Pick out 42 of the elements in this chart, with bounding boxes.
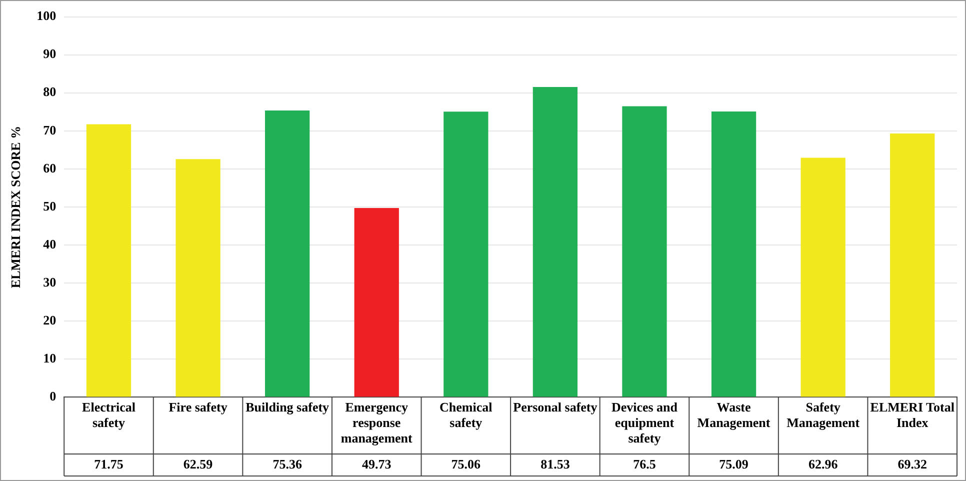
y-tick-label: 10 <box>43 350 56 366</box>
data-label: 75.06 <box>451 456 482 472</box>
data-label: 76.5 <box>633 456 656 472</box>
x-tick-label: Fire safety <box>168 399 228 414</box>
bar <box>711 112 756 397</box>
x-tick-label: ELMERI Total Index <box>870 399 955 430</box>
x-tick-label: Chemical safety <box>440 399 493 430</box>
data-label: 49.73 <box>362 456 392 472</box>
bar <box>86 124 132 397</box>
y-axis-title: ELMERI INDEX SCORE % <box>8 126 24 288</box>
data-label: 81.53 <box>540 456 570 472</box>
bar <box>265 110 310 397</box>
y-tick-label: 50 <box>43 198 56 214</box>
x-tick-label: Electrical safety <box>82 399 136 430</box>
y-tick-label: 100 <box>36 8 56 24</box>
bar <box>176 159 220 397</box>
y-tick-label: 60 <box>43 160 56 176</box>
data-label: 62.96 <box>808 456 838 472</box>
bar <box>622 106 667 397</box>
bar <box>444 112 488 397</box>
y-tick-label: 0 <box>50 388 56 404</box>
data-label: 75.09 <box>719 456 749 472</box>
x-tick-label: Waste Management <box>697 399 771 430</box>
y-tick-label: 70 <box>43 122 56 138</box>
y-tick-label: 80 <box>43 84 56 100</box>
bar <box>354 208 399 397</box>
data-label: 62.59 <box>183 456 214 472</box>
y-tick-label: 30 <box>43 274 56 290</box>
data-label: 69.32 <box>898 456 927 472</box>
y-tick-label: 20 <box>43 312 56 328</box>
bar <box>800 158 846 397</box>
data-label: 75.36 <box>272 456 302 472</box>
x-tick-label: Emergency response management <box>340 399 414 446</box>
data-label: 71.75 <box>94 456 124 472</box>
bar <box>532 87 578 397</box>
bar <box>890 134 935 397</box>
y-tick-label: 40 <box>43 236 56 252</box>
x-tick-label: Safety Management <box>786 399 860 430</box>
x-tick-label: Personal safety <box>513 399 598 414</box>
y-tick-label: 90 <box>43 46 56 62</box>
x-tick-label: Building safety <box>246 399 330 414</box>
x-tick-label: Devices and equipment safety <box>611 399 678 446</box>
